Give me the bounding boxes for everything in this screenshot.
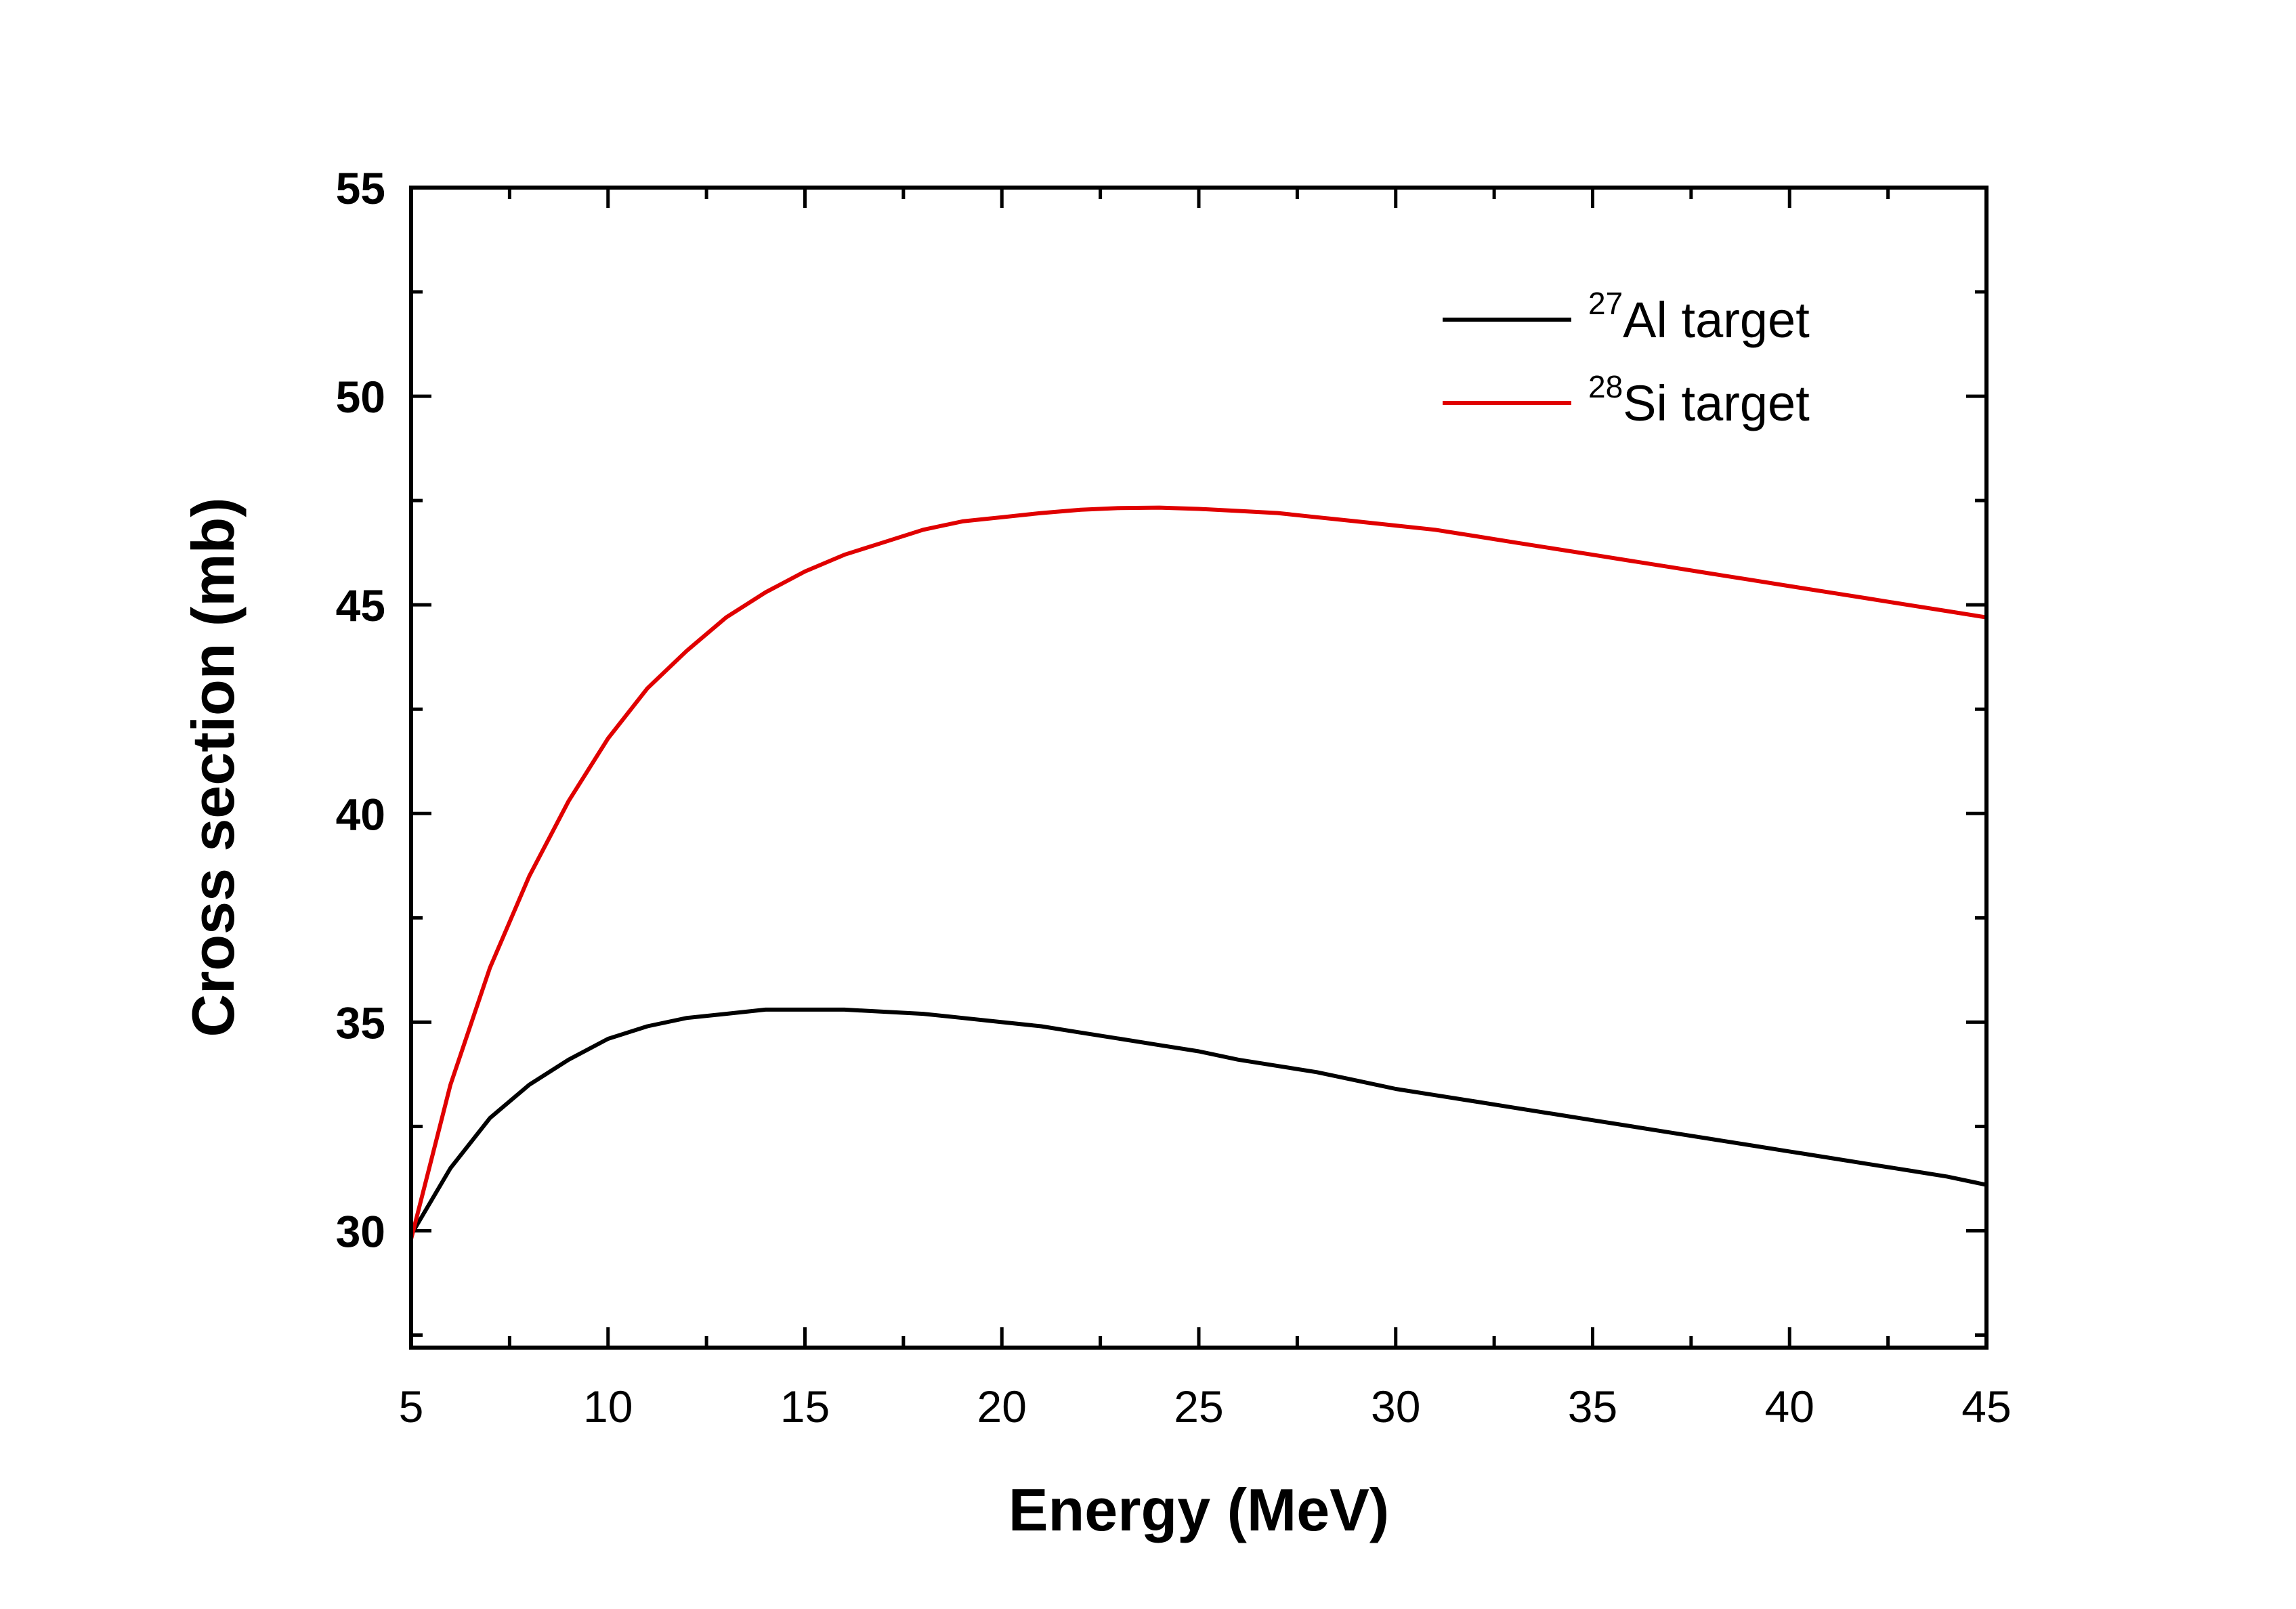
series-line-si: [409, 505, 1989, 1241]
x-tick-label: 20: [977, 1381, 1027, 1432]
x-tick-label: 25: [1174, 1381, 1223, 1432]
legend-name-si: Si target: [1623, 375, 1810, 431]
x-tick-label: 10: [583, 1381, 633, 1432]
legend-label-al: 27Al target: [1588, 286, 1810, 348]
labels-layer: 5 10 15 20 25 30 35 40 45 30 35 40 45 50 55: [336, 163, 2012, 1432]
x-tick-label: 5: [399, 1381, 424, 1432]
y-tick-label: 30: [336, 1206, 385, 1256]
legend: 27Al target 28Si target: [1443, 286, 1810, 431]
series-line-al: [409, 1007, 1989, 1237]
y-tick-label: 50: [336, 372, 385, 422]
x-tick-label: 15: [780, 1381, 830, 1432]
x-tick-label: 35: [1568, 1381, 1617, 1432]
legend-name-al: Al target: [1623, 292, 1810, 348]
y-tick-label: 35: [336, 997, 385, 1048]
y-axis-title: Cross section (mb): [179, 497, 247, 1037]
series-layer: [409, 505, 1989, 1241]
x-axis-title: Energy (MeV): [1008, 1476, 1389, 1543]
y-tick-label: 45: [336, 580, 385, 630]
legend-sup-si: 28: [1588, 369, 1623, 404]
legend-label-si: 28Si target: [1588, 369, 1810, 431]
x-tick-label: 45: [1961, 1381, 2011, 1432]
y-tick-label: 55: [336, 163, 385, 213]
x-tick-label: 30: [1371, 1381, 1420, 1432]
legend-sup-al: 27: [1588, 286, 1623, 321]
ticks-layer: [409, 186, 1989, 1348]
y-tick-label: 40: [336, 789, 385, 839]
x-tick-label: 40: [1765, 1381, 1814, 1432]
plot-frame: [409, 186, 1989, 1350]
